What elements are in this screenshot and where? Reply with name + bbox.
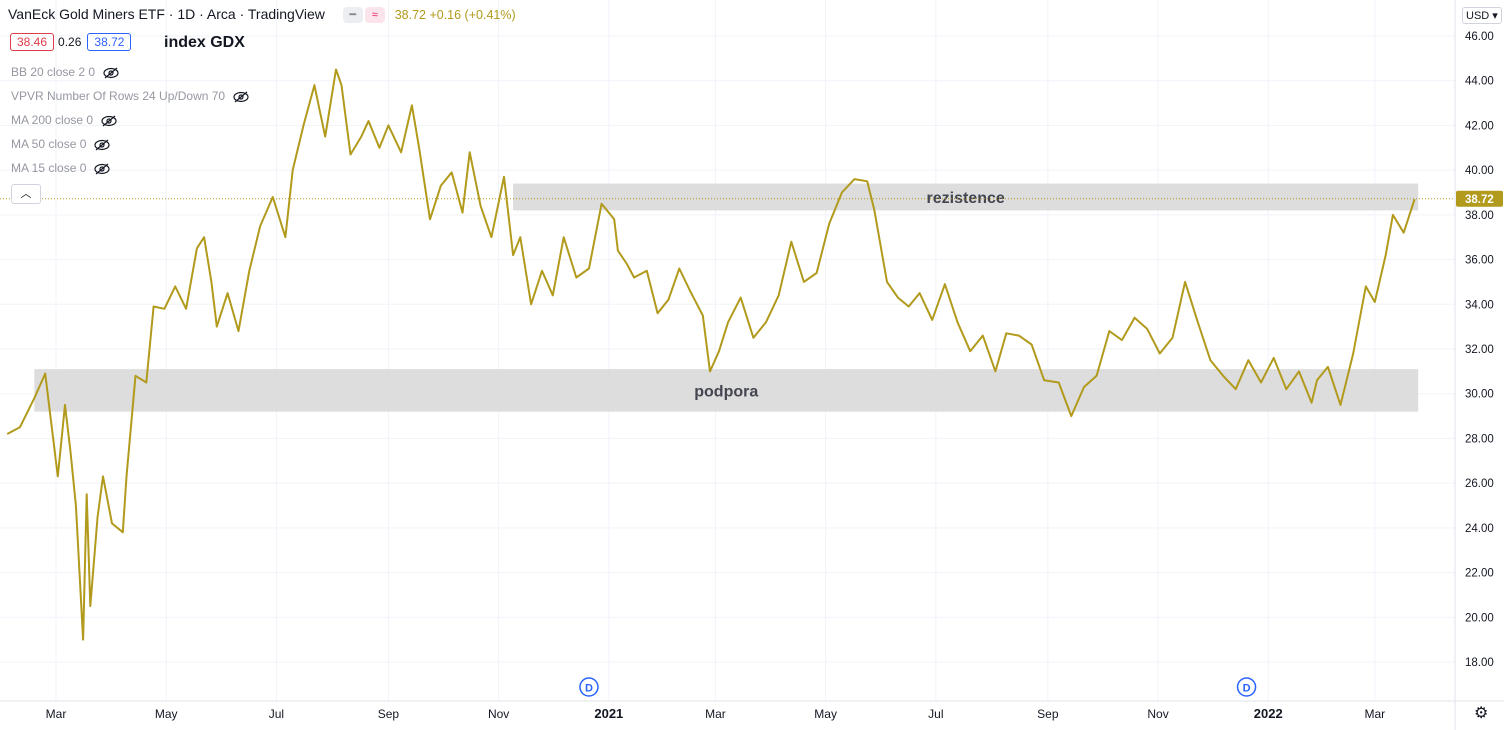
- index-label: index GDX: [164, 34, 245, 51]
- sell-price-box[interactable]: 38.46: [10, 33, 55, 51]
- y-tick-label: 28.00: [1465, 433, 1494, 445]
- x-tick-label: Sep: [1037, 707, 1059, 721]
- x-tick-label: Sep: [378, 707, 400, 721]
- chevron-up-icon: ︿: [20, 188, 32, 200]
- buy-price-box[interactable]: 38.72: [87, 33, 132, 51]
- indicator-vpvr[interactable]: VPVR Number Of Rows 24 Up/Down 70: [11, 89, 249, 103]
- dividend-marker: [1236, 677, 1257, 697]
- dividend-marker-label: D: [1243, 683, 1251, 695]
- y-tick-label: 36.00: [1465, 255, 1494, 267]
- x-tick-label: 2022: [1254, 706, 1283, 721]
- indicator-label: MA 15 close 0: [11, 161, 87, 175]
- y-tick-label: 30.00: [1465, 389, 1494, 401]
- x-tick-label: Mar: [1364, 707, 1385, 721]
- y-tick-label: 26.00: [1465, 478, 1494, 490]
- x-tick-label: Jul: [928, 707, 943, 721]
- y-tick-label: 34.00: [1465, 299, 1494, 311]
- hidden-eye-icon[interactable]: [101, 115, 117, 127]
- currency-select[interactable]: USD ▾: [1462, 7, 1502, 24]
- y-tick-label: 24.00: [1465, 523, 1494, 535]
- bid-ask-boxes: 38.46 0.26 38.72: [10, 33, 135, 51]
- indicator-ma15[interactable]: MA 15 close 0: [11, 161, 110, 175]
- x-tick-label: May: [814, 707, 837, 721]
- x-tick-label: Mar: [705, 707, 726, 721]
- indicator-label: MA 50 close 0: [11, 137, 87, 151]
- symbol-title[interactable]: VanEck Gold Miners ETF · 1D · Arca · Tra…: [8, 6, 325, 22]
- x-tick-label: Nov: [1147, 707, 1168, 721]
- y-tick-label: 18.00: [1465, 657, 1494, 669]
- x-tick-label: Nov: [488, 707, 509, 721]
- collapse-legend-button[interactable]: ︿: [11, 184, 41, 204]
- gear-icon[interactable]: ⚙: [1474, 705, 1489, 722]
- indicator-label: BB 20 close 2 0: [11, 65, 96, 79]
- line-style-icon[interactable]: ━: [342, 7, 363, 24]
- indicator-label: MA 200 close 0: [11, 113, 94, 127]
- last-price-text: 38.72 +0.16 (+0.41%): [394, 8, 516, 22]
- y-tick-label: 42.00: [1465, 120, 1494, 132]
- y-tick-label: 22.00: [1465, 568, 1494, 580]
- last-price-tag: [1456, 190, 1503, 207]
- spread-value: 0.26: [58, 35, 82, 49]
- resistance-zone: [513, 183, 1419, 211]
- y-tick-label: 20.00: [1465, 612, 1494, 624]
- x-tick-label: Mar: [46, 707, 67, 721]
- y-tick-label: 38.00: [1465, 210, 1494, 222]
- price-line: [6, 68, 1416, 641]
- dividend-marker: [579, 677, 599, 697]
- y-tick-label: 46.00: [1465, 31, 1494, 43]
- indicator-bb[interactable]: BB 20 close 2 0: [11, 65, 119, 79]
- indicator-ma200[interactable]: MA 200 close 0: [11, 113, 117, 127]
- currency-label: USD: [1466, 10, 1490, 22]
- x-tick-label: 2021: [594, 706, 623, 721]
- indicator-ma50[interactable]: MA 50 close 0: [11, 137, 110, 151]
- hidden-eye-icon[interactable]: [233, 91, 249, 103]
- last-price-tag-label: 38.72: [1465, 194, 1494, 206]
- x-tick-label: Jul: [269, 707, 284, 721]
- chevron-down-icon: ▾: [1492, 10, 1498, 22]
- chart-legend: VanEck Gold Miners ETF · 1D · Arca · Tra…: [8, 6, 516, 24]
- x-tick-label: May: [155, 707, 178, 721]
- y-tick-label: 32.00: [1465, 344, 1494, 356]
- dividend-marker-label: D: [585, 683, 593, 695]
- indicator-label: VPVR Number Of Rows 24 Up/Down 70: [11, 89, 226, 103]
- support-zone: [34, 369, 1419, 412]
- support-label: podpora: [694, 383, 758, 400]
- hidden-eye-icon[interactable]: [94, 163, 110, 175]
- hidden-eye-icon[interactable]: [94, 139, 110, 151]
- resistance-label: rezistence: [927, 190, 1005, 207]
- hidden-eye-icon[interactable]: [103, 67, 119, 79]
- compare-wave-icon[interactable]: ≈: [364, 7, 385, 24]
- y-tick-label: 40.00: [1465, 165, 1494, 177]
- y-tick-label: 44.00: [1465, 76, 1494, 88]
